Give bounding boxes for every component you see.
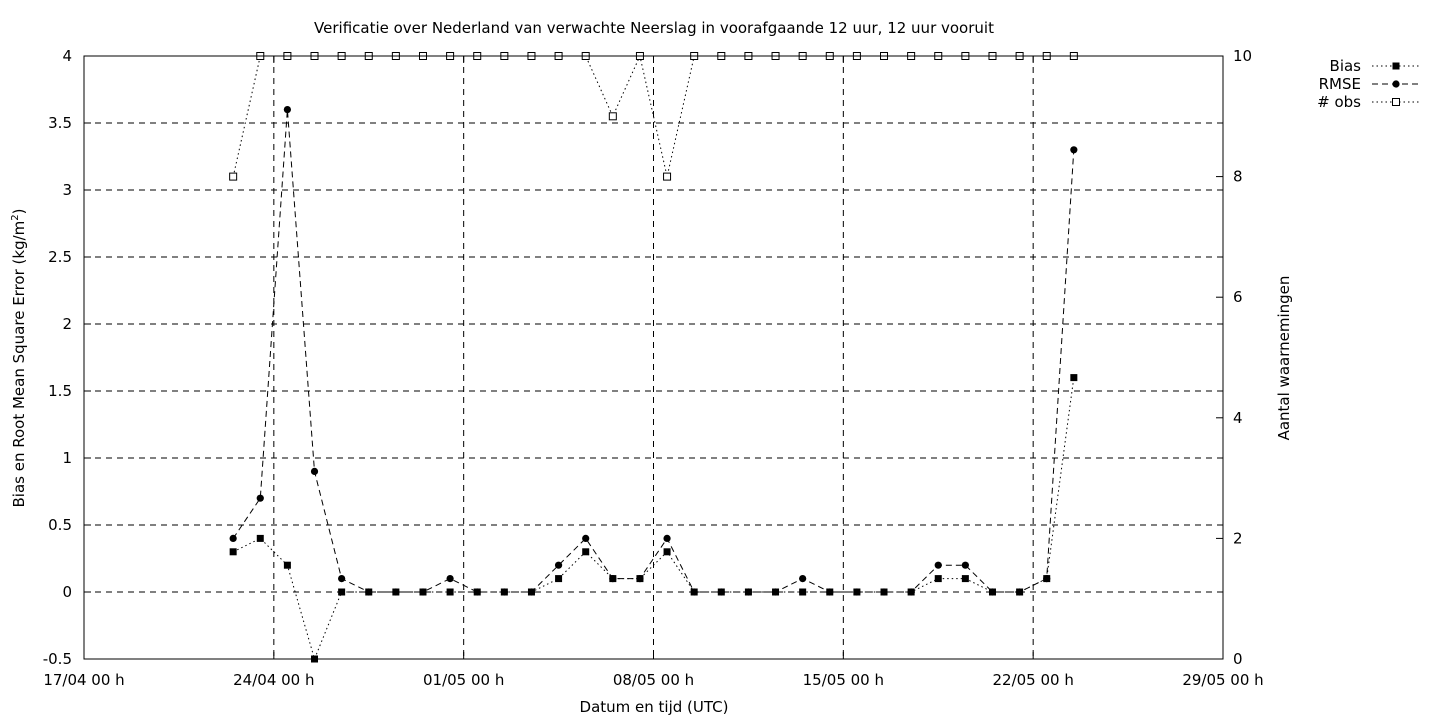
data-point-rmse: [663, 534, 671, 543]
y-tick-label: 3: [62, 181, 72, 199]
data-point-obs: [663, 172, 672, 181]
data-point-rmse: [799, 575, 807, 583]
y2-axis-label: Aantal waarnemingen: [1275, 276, 1293, 441]
data-point-bias: [636, 575, 644, 583]
data-point-bias: [853, 588, 861, 596]
data-point-rmse: [283, 106, 291, 114]
series-line-bias: [232, 377, 1075, 661]
y2-tick-label: 6: [1233, 288, 1243, 306]
legend-label-bias: Bias: [1330, 57, 1362, 75]
data-point-rmse: [310, 467, 319, 475]
data-point-rmse: [338, 575, 346, 583]
data-point-bias: [690, 588, 698, 596]
y-tick-label: -0.5: [43, 650, 72, 668]
data-point-bias: [717, 588, 725, 596]
x-axis-label: Datum en tijd (UTC): [580, 698, 729, 716]
data-point-bias: [338, 588, 346, 596]
y-tick-label: 4: [62, 47, 72, 65]
y-axis-label-main: Bias en Root Mean Square Error (kg/m: [10, 221, 28, 508]
y-axis-label-close: ): [10, 209, 28, 215]
x-tick-label: 22/05 00 h: [992, 671, 1073, 689]
x-tick-label: 15/05 00 h: [803, 671, 884, 689]
legend-marker-obs: [1392, 98, 1400, 106]
data-point-bias: [988, 588, 996, 596]
y2-tick-label: 10: [1233, 47, 1252, 65]
x-tick-label: 17/04 00 h: [43, 671, 124, 689]
y-tick-label: 0: [62, 583, 72, 601]
data-point-bias: [1016, 588, 1024, 596]
legend-marker-rmse: [1392, 80, 1400, 88]
data-point-bias: [1070, 374, 1078, 382]
legend-label-obs: # obs: [1317, 93, 1361, 111]
x-tick-label: 01/05 00 h: [423, 671, 504, 689]
data-point-rmse: [256, 494, 264, 502]
y-axis-label-superscript: 2: [10, 214, 21, 220]
grid-lines: [84, 56, 1223, 659]
data-point-rmse: [1070, 146, 1078, 154]
y-tick-label: 0.5: [48, 516, 72, 534]
data-point-rmse: [961, 561, 969, 569]
data-point-bias: [582, 548, 590, 556]
data-point-obs: [229, 172, 238, 181]
y2-tick-label: 2: [1233, 529, 1243, 547]
data-point-bias: [419, 588, 427, 596]
data-point-bias: [907, 588, 915, 596]
data-point-bias: [744, 588, 752, 596]
data-point-bias: [609, 575, 617, 583]
data-point-bias: [527, 588, 535, 596]
data-point-bias: [772, 588, 780, 596]
data-point-bias: [283, 561, 291, 569]
x-tick-label: 08/05 00 h: [613, 671, 694, 689]
data-point-bias: [256, 534, 264, 542]
data-point-bias: [446, 588, 454, 596]
y2-tick-label: 4: [1233, 409, 1243, 427]
plot-frame: [83, 55, 1224, 660]
x-tick-label: 24/04 00 h: [233, 671, 314, 689]
axis-ticks: -0.5 0 0.5 1 1.5 2 2.5 3 3.5 4 0 2 4 6 8 10 17/04 00 h 24…: [43, 47, 1264, 689]
data-point-rmse: [229, 534, 237, 543]
x-tick-label: 29/05 00 h: [1182, 671, 1263, 689]
y-tick-label: 1: [62, 449, 72, 467]
data-point-rmse: [582, 534, 590, 543]
chart-title: Verificatie over Nederland van verwachte…: [314, 19, 994, 37]
data-point-rmse: [554, 561, 563, 569]
y2-tick-label: 8: [1233, 168, 1243, 186]
data-point-bias: [826, 588, 834, 596]
data-point-rmse: [934, 561, 942, 569]
data-point-bias: [500, 588, 508, 596]
y-axis-label: Bias en Root Mean Square Error (kg/m2): [10, 209, 28, 508]
data-point-bias: [555, 575, 563, 583]
data-point-bias: [473, 588, 481, 596]
data-point-bias: [799, 588, 807, 596]
data-point-bias: [934, 575, 942, 583]
data-point-bias: [1043, 575, 1051, 583]
y2-tick-label: 0: [1233, 650, 1243, 668]
data-point-obs: [608, 112, 617, 121]
data-point-bias: [229, 548, 237, 556]
data-point-bias: [365, 588, 373, 596]
legend-label-rmse: RMSE: [1319, 75, 1361, 93]
data-point-rmse: [446, 575, 454, 583]
data-point-bias: [392, 588, 400, 596]
y-tick-label: 2: [62, 315, 72, 333]
data-point-bias: [880, 588, 888, 596]
data-point-bias: [663, 548, 671, 556]
series-layer: [229, 52, 1078, 663]
y-tick-label: 1.5: [48, 382, 72, 400]
y-tick-label: 3.5: [48, 114, 72, 132]
y-tick-label: 2.5: [48, 248, 72, 266]
legend-marker-bias: [1392, 62, 1400, 70]
data-point-bias: [961, 575, 969, 583]
